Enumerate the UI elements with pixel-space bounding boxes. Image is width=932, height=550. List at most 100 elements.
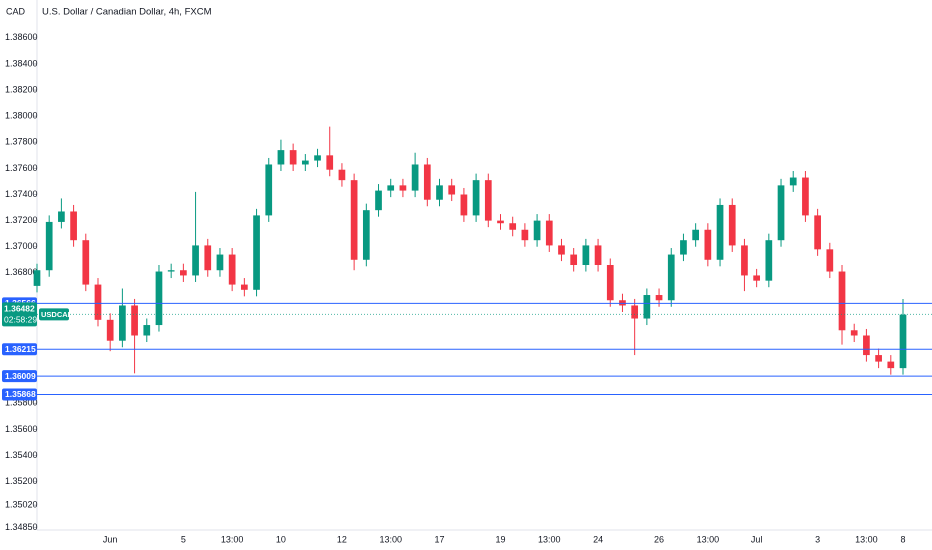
symbol-label-bg <box>39 308 69 321</box>
x-tick-label: 5 <box>181 534 186 544</box>
candle-body <box>887 361 895 369</box>
candle-body <box>472 180 480 216</box>
y-tick-label: 1.38200 <box>5 84 38 94</box>
candle-body <box>265 164 273 216</box>
candle-body <box>411 164 419 191</box>
y-tick-label: 1.36800 <box>5 267 38 277</box>
y-tick-label: 1.37800 <box>5 137 38 147</box>
candle-body <box>692 229 700 241</box>
candle-body <box>350 180 358 260</box>
x-tick-label: 26 <box>654 534 664 544</box>
countdown: 02:58:29 <box>4 315 37 325</box>
x-tick-label: 13:00 <box>221 534 244 544</box>
candle-body <box>606 265 614 301</box>
candle-body <box>143 325 151 336</box>
candle-body <box>228 254 236 285</box>
candle-body <box>448 185 456 195</box>
candle-body <box>619 300 626 306</box>
candle-body <box>521 229 529 241</box>
candle-body <box>728 204 736 246</box>
candle-body <box>387 185 395 191</box>
candle-body <box>814 215 821 250</box>
y-tick-label: 1.37600 <box>5 163 38 173</box>
price-line-label: 1.36215 <box>5 344 36 354</box>
x-tick-label: Jun <box>103 534 118 544</box>
y-tick-label: 1.37400 <box>5 189 38 199</box>
x-tick-label: 13:00 <box>538 534 561 544</box>
candle-body <box>558 245 565 255</box>
candle-body <box>375 190 382 211</box>
candle-body <box>277 150 285 165</box>
candle-body <box>899 314 907 369</box>
candle-body <box>484 180 492 221</box>
current-price-label: 1.36482 <box>4 304 35 314</box>
candle-body <box>655 295 663 301</box>
candle-body <box>155 271 163 326</box>
candle-body <box>253 215 260 290</box>
candle-body <box>582 245 590 265</box>
candle-body <box>338 169 346 181</box>
candle-body <box>460 194 468 216</box>
y-tick-label: 1.35600 <box>5 424 38 434</box>
candle-body <box>45 221 53 271</box>
candle-body <box>131 305 138 336</box>
candle-body <box>765 240 773 281</box>
candle-body <box>509 223 517 230</box>
candle-body <box>240 284 248 290</box>
y-tick-label: 1.35400 <box>5 450 38 460</box>
x-tick-label: 13:00 <box>379 534 402 544</box>
candle-body <box>826 249 834 272</box>
y-axis: 1.38600 1.38400 1.38200 1.38000 1.37800 1.376… <box>5 32 38 532</box>
candle-body <box>301 160 309 165</box>
currency-label: CAD <box>6 6 26 16</box>
symbol-label: USDCAD <box>41 310 74 319</box>
y-tick-label: 1.35200 <box>5 476 38 486</box>
y-tick-label: 1.35020 <box>5 500 38 510</box>
price-line-label: 1.35868 <box>5 389 36 399</box>
candle-body <box>216 254 224 271</box>
candle-body <box>399 185 407 191</box>
price-line-label-bg <box>2 343 37 356</box>
candle-body <box>570 254 578 265</box>
y-tick-label: 1.34850 <box>5 522 38 532</box>
candle-body <box>680 240 687 255</box>
x-tick-label: 8 <box>900 534 905 544</box>
x-tick-label: 12 <box>337 534 347 544</box>
x-tick-label: 10 <box>276 534 286 544</box>
candle-body <box>58 211 65 222</box>
candle-body <box>741 245 748 276</box>
candle-body <box>289 150 297 165</box>
x-tick-label: 13:00 <box>697 534 720 544</box>
candles <box>33 126 907 375</box>
candle-body <box>802 177 809 216</box>
price-line-label: 1.36009 <box>5 371 36 381</box>
candle-body <box>204 245 212 271</box>
candle-body <box>70 211 77 241</box>
candle-body <box>704 229 712 260</box>
candle-body <box>533 220 541 241</box>
candle-body <box>789 177 797 186</box>
y-tick-label: 1.37000 <box>5 241 38 251</box>
candle-body <box>875 355 882 362</box>
candle-body <box>180 270 187 276</box>
candle-body <box>94 284 102 320</box>
candle-body <box>631 305 639 319</box>
price-line-label-bg <box>2 370 37 383</box>
candle-body <box>167 270 175 272</box>
candle-body <box>863 335 870 356</box>
y-tick-label: 1.38000 <box>5 111 38 121</box>
candle-body <box>423 164 431 200</box>
x-tick-label: Jul <box>751 534 763 544</box>
candle-body <box>643 295 651 319</box>
candle-body <box>436 185 443 200</box>
candle-body <box>314 155 321 161</box>
chart-title: U.S. Dollar / Canadian Dollar, 4h, FXCM <box>42 7 212 18</box>
candle-body <box>545 220 553 246</box>
candle-body <box>33 270 41 286</box>
price-line-label-bg <box>2 388 37 401</box>
